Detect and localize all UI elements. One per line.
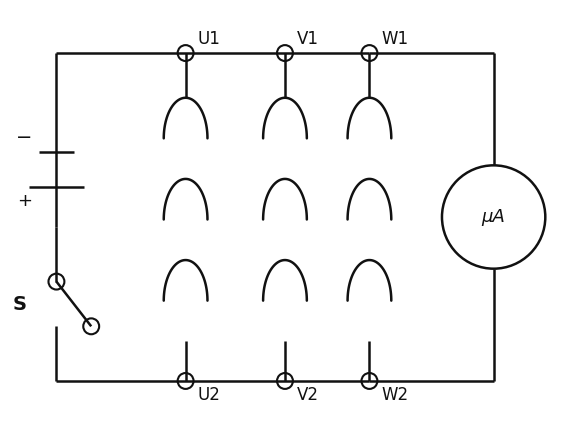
Text: W2: W2 xyxy=(382,386,409,404)
Text: +: + xyxy=(17,192,32,210)
Text: U1: U1 xyxy=(197,30,220,48)
Text: V2: V2 xyxy=(297,386,319,404)
Text: V1: V1 xyxy=(297,30,319,48)
Text: S: S xyxy=(13,295,26,314)
Text: μA: μA xyxy=(482,208,506,226)
Text: U2: U2 xyxy=(197,386,220,404)
Text: −: − xyxy=(16,128,33,147)
Text: W1: W1 xyxy=(382,30,409,48)
